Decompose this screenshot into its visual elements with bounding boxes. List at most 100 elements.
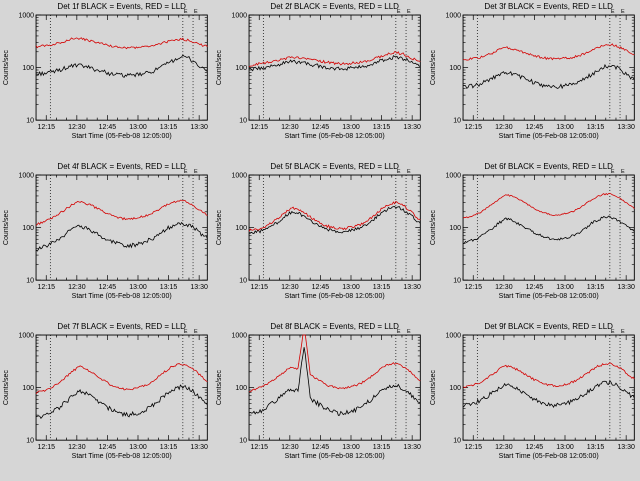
panel-det-1f: 12:15 12:30 12:45 13:00 13:15 13:30 1000 100 10 E… <box>0 0 213 160</box>
series-lld <box>462 193 635 219</box>
x-axis-label: Start Time (05-Feb-08 12:05:00) <box>72 293 172 300</box>
y-axis-label: Counts/sec <box>3 50 10 86</box>
x-tick-label: 13:15 <box>160 445 178 452</box>
plot-frame <box>462 174 635 281</box>
x-axis-label: Start Time (05-Feb-08 12:05:00) <box>285 454 385 461</box>
x-tick-label: 13:00 <box>343 284 361 291</box>
series-lld <box>35 199 208 226</box>
chart-canvas: 12:15 12:30 12:45 13:00 13:15 13:30 1000 100 10 E… <box>216 322 422 461</box>
x-tick-label: 12:30 <box>68 445 86 452</box>
event-marker-label: E <box>611 329 615 335</box>
panel-title: Det 2f BLACK = Events, RED = LLD <box>271 2 400 11</box>
panel-det-5f: 12:15 12:30 12:45 13:00 13:15 13:30 1000 100 10 E… <box>213 160 426 320</box>
y-tick-label: 100 <box>22 386 34 393</box>
x-tick-label: 12:45 <box>99 445 117 452</box>
x-tick-label: 12:45 <box>312 445 330 452</box>
plot-frame <box>35 14 208 121</box>
event-marker-label: E <box>397 169 401 175</box>
series-lld <box>35 37 208 50</box>
plot-frame <box>35 335 208 442</box>
x-axis-label: Start Time (05-Feb-08 12:05:00) <box>498 133 598 140</box>
x-tick-label: 13:15 <box>160 284 178 291</box>
x-tick-label: 13:00 <box>556 445 574 452</box>
panel-det-2f: 12:15 12:30 12:45 13:00 13:15 13:30 1000 100 10 E… <box>213 0 426 160</box>
event-marker-label: E <box>407 9 411 15</box>
y-tick-label: 10 <box>26 118 34 125</box>
chart-canvas: 12:15 12:30 12:45 13:00 13:15 13:30 1000 100 10 E… <box>216 2 422 140</box>
y-tick-label: 10 <box>240 278 248 285</box>
panel-title: Det 5f BLACK = Events, RED = LLD <box>271 162 400 171</box>
event-marker-label: E <box>194 329 198 335</box>
x-tick-label: 13:00 <box>129 445 147 452</box>
event-marker-label: E <box>611 169 615 175</box>
event-marker-label: E <box>407 169 411 175</box>
x-tick-label: 13:00 <box>343 445 361 452</box>
panel-det-6f: 12:15 12:30 12:45 13:00 13:15 13:30 1000 100 10 E… <box>427 160 640 320</box>
series-lld <box>249 335 421 393</box>
plot-frame <box>462 14 635 121</box>
x-tick-label: 12:15 <box>464 284 482 291</box>
x-tick-label: 13:30 <box>190 445 208 452</box>
y-tick-label: 10 <box>453 118 461 125</box>
x-tick-label: 13:00 <box>556 284 574 291</box>
x-tick-label: 12:30 <box>281 445 299 452</box>
y-tick-label: 1000 <box>18 333 34 340</box>
y-tick-label: 10 <box>240 118 248 125</box>
x-tick-label: 12:30 <box>495 124 513 131</box>
panel-title: Det 6f BLACK = Events, RED = LLD <box>484 162 613 171</box>
x-tick-label: 12:15 <box>251 124 269 131</box>
series-lld <box>249 201 421 232</box>
x-axis-label: Start Time (05-Feb-08 12:05:00) <box>498 293 598 300</box>
event-marker-label: E <box>621 169 625 175</box>
plot-frame <box>248 14 422 121</box>
x-tick-label: 13:30 <box>404 445 422 452</box>
event-marker-label: E <box>397 9 401 15</box>
x-axis-label: Start Time (05-Feb-08 12:05:00) <box>72 454 172 461</box>
series-lld <box>35 363 208 395</box>
y-tick-label: 10 <box>26 278 34 285</box>
y-axis-label: Counts/sec <box>3 210 10 246</box>
event-marker-label: E <box>184 9 188 15</box>
y-tick-label: 100 <box>236 225 248 232</box>
x-tick-label: 12:45 <box>312 284 330 291</box>
x-axis-label: Start Time (05-Feb-08 12:05:00) <box>285 293 385 300</box>
series-events <box>249 55 421 72</box>
y-tick-label: 1000 <box>18 173 34 180</box>
chart-canvas: 12:15 12:30 12:45 13:00 13:15 13:30 1000 100 10 E… <box>430 2 635 140</box>
y-tick-label: 1000 <box>18 13 34 20</box>
panel-det-3f: 12:15 12:30 12:45 13:00 13:15 13:30 1000 100 10 E… <box>427 0 640 160</box>
panel-title: Det 7f BLACK = Events, RED = LLD <box>57 322 186 331</box>
x-tick-label: 12:45 <box>525 445 543 452</box>
x-tick-label: 13:15 <box>586 124 604 131</box>
y-tick-label: 1000 <box>232 173 248 180</box>
y-axis-label: Counts/sec <box>430 210 437 246</box>
x-tick-label: 12:45 <box>99 284 117 291</box>
panel-title: Det 8f BLACK = Events, RED = LLD <box>271 322 400 331</box>
x-tick-label: 13:30 <box>617 445 635 452</box>
x-tick-label: 13:15 <box>586 445 604 452</box>
x-axis-label: Start Time (05-Feb-08 12:05:00) <box>498 454 598 461</box>
x-tick-label: 12:30 <box>281 284 299 291</box>
x-tick-label: 12:15 <box>37 124 55 131</box>
x-tick-label: 13:15 <box>373 124 391 131</box>
panel-title: Det 4f BLACK = Events, RED = LLD <box>57 162 186 171</box>
x-tick-label: 13:30 <box>617 284 635 291</box>
x-tick-label: 13:00 <box>556 124 574 131</box>
chart-canvas: 12:15 12:30 12:45 13:00 13:15 13:30 1000 100 10 E… <box>3 322 208 461</box>
x-tick-label: 12:30 <box>495 284 513 291</box>
series-events <box>462 380 635 409</box>
x-tick-label: 12:45 <box>99 124 117 131</box>
y-tick-label: 1000 <box>445 173 461 180</box>
series-events <box>249 206 421 235</box>
x-tick-label: 13:00 <box>129 284 147 291</box>
y-tick-label: 1000 <box>232 13 248 20</box>
y-tick-label: 100 <box>236 65 248 72</box>
x-tick-label: 13:15 <box>586 284 604 291</box>
y-axis-label: Counts/sec <box>430 50 437 86</box>
series-lld <box>462 43 635 61</box>
x-tick-label: 12:30 <box>281 124 299 131</box>
series-events <box>35 384 208 420</box>
y-tick-label: 1000 <box>445 13 461 20</box>
x-tick-label: 12:15 <box>251 445 269 452</box>
